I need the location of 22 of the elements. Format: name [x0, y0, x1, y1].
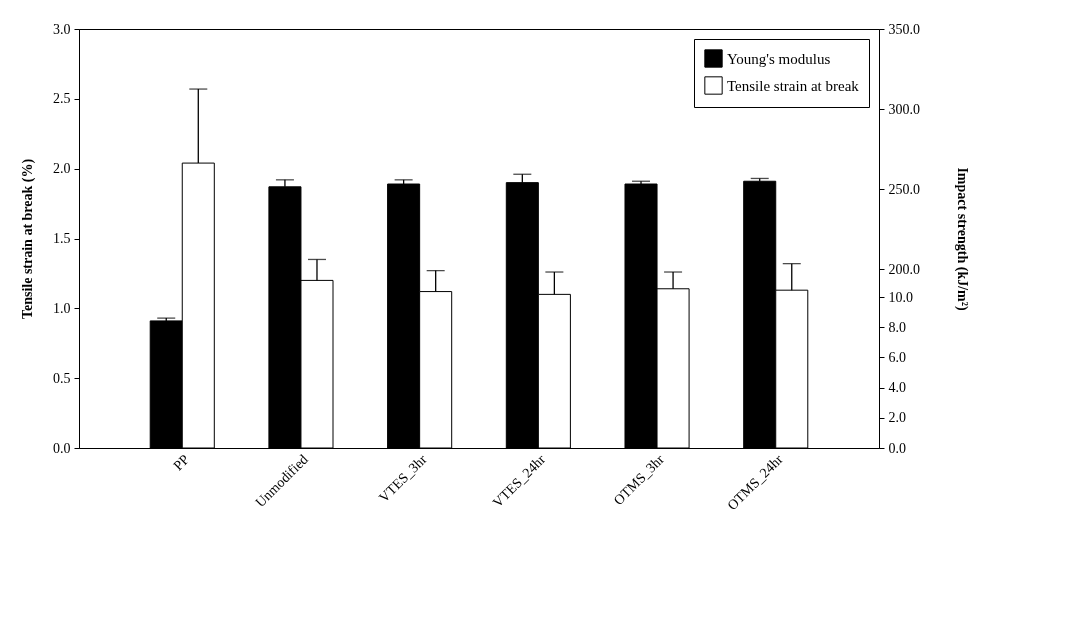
- y-tick-label: 1.5: [53, 231, 71, 246]
- y2-axis-title: Impact strength (kJ/m²): [953, 167, 970, 311]
- y2-tick-label: 6.0: [888, 350, 906, 365]
- y-tick-label: 1.0: [53, 300, 71, 316]
- y3-tick-label: 250.0: [888, 181, 920, 197]
- y-tick-label: 2.5: [53, 91, 71, 107]
- y-tick-label: 0.5: [53, 370, 71, 386]
- y-tick-label: 2.0: [53, 161, 71, 177]
- y2-tick-label: 10.0: [888, 289, 913, 305]
- y2-tick-label: 0.0: [888, 440, 906, 456]
- y3-tick-label: 200.0: [888, 261, 920, 277]
- y3-tick-label: 300.0: [888, 101, 920, 117]
- x-tick-label: PP: [170, 451, 193, 474]
- legend-label: Tensile strain at break: [727, 77, 860, 94]
- y-axis-title: Tensile strain at break (%): [20, 158, 36, 320]
- y-tick-label: 0.0: [53, 440, 71, 456]
- y3-tick-label: 350.0: [888, 21, 920, 37]
- y2-tick-label: 8.0: [888, 319, 906, 335]
- y2-tick-label: 4.0: [888, 380, 906, 396]
- y2-tick-label: 2.0: [888, 410, 906, 426]
- y-tick-label: 3.0: [53, 21, 71, 37]
- legend-label: Young's modulus: [727, 50, 831, 67]
